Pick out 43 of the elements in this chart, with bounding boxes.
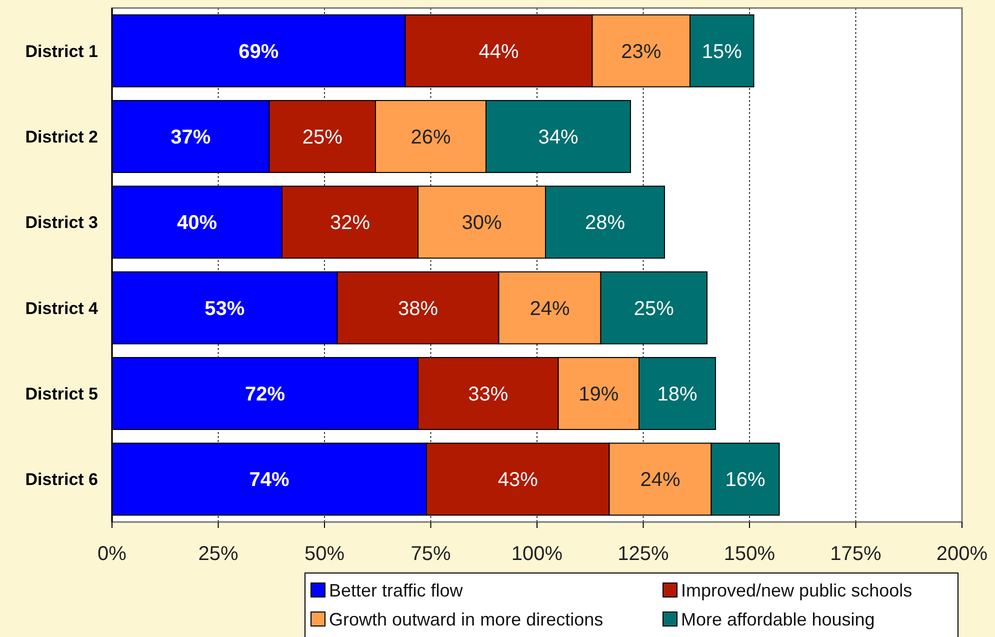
y-tick-label: District 3 (25, 213, 98, 232)
legend-label: Improved/new public schools (681, 580, 912, 600)
x-tick-label: 125% (618, 543, 670, 565)
data-label: 34% (538, 126, 578, 148)
x-tick-label: 75% (410, 543, 451, 565)
y-tick-label: District 4 (25, 298, 99, 318)
x-tick-label: 150% (724, 543, 776, 565)
x-tick-label: 175% (830, 543, 882, 565)
x-tick-label: 25% (198, 543, 238, 565)
data-label: 74% (249, 469, 290, 492)
legend-label: Growth outward in more directions (329, 609, 604, 630)
data-label: 24% (640, 469, 680, 492)
data-label: 69% (238, 40, 279, 63)
data-label: 72% (244, 384, 286, 406)
data-label: 43% (498, 469, 538, 492)
data-label: 38% (398, 298, 438, 320)
data-label: 25% (302, 126, 343, 148)
x-tick-label: 50% (304, 543, 345, 565)
x-tick-label: 0% (98, 543, 127, 565)
data-label: 15% (702, 40, 742, 63)
data-label: 44% (478, 40, 519, 63)
data-label: 28% (584, 212, 626, 234)
data-label: 18% (657, 384, 698, 406)
data-label: 26% (410, 126, 451, 148)
data-label: 23% (621, 40, 662, 63)
y-tick-label: District 6 (25, 470, 98, 490)
y-tick-label: District 2 (25, 127, 98, 146)
legend-label: Better traffic flow (329, 580, 464, 600)
y-tick-label: District 5 (25, 384, 98, 404)
data-label: 30% (462, 212, 502, 234)
y-tick-label: District 1 (25, 42, 98, 61)
legend-label: More affordable housing (681, 609, 875, 630)
data-label: 32% (330, 212, 370, 234)
x-tick-label: 100% (511, 543, 563, 565)
data-label: 40% (176, 212, 218, 234)
data-label: 37% (170, 126, 211, 148)
data-label: 24% (530, 298, 570, 320)
data-label: 25% (634, 298, 674, 320)
data-label: 33% (468, 384, 508, 406)
data-label: 16% (725, 469, 766, 492)
x-tick-label: 200% (936, 543, 988, 565)
data-label: 53% (204, 298, 245, 320)
data-label: 19% (578, 384, 619, 406)
